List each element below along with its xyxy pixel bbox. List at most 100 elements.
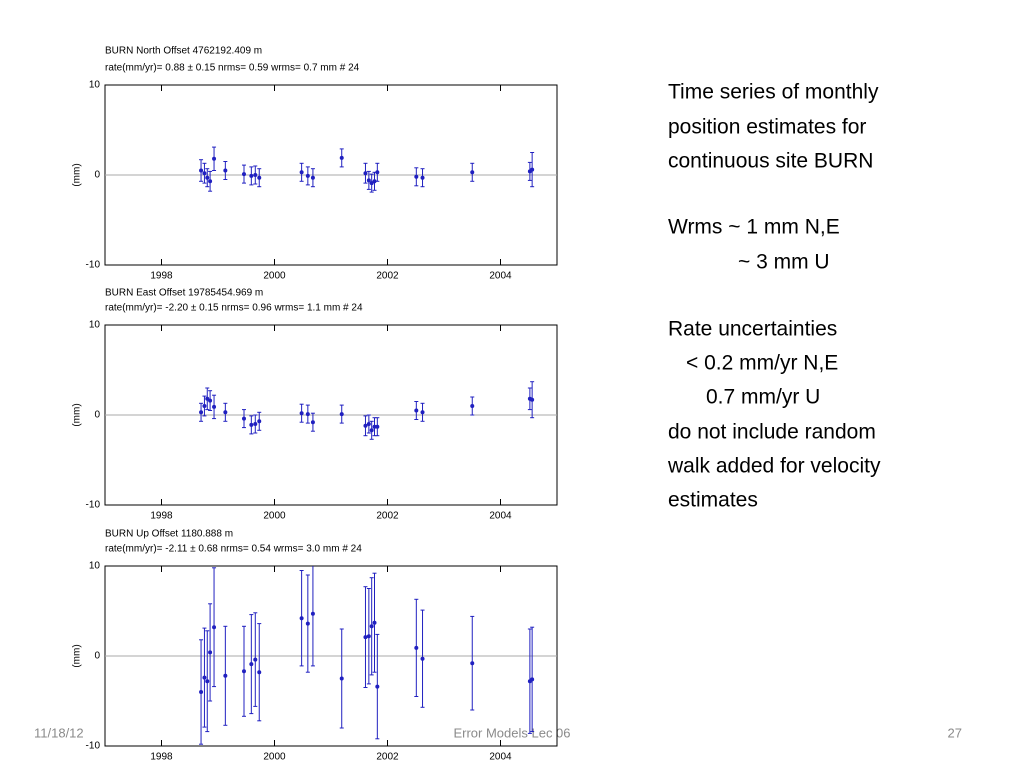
point — [310, 611, 315, 616]
point — [339, 412, 344, 417]
x-tick-label: 2000 — [263, 271, 286, 282]
slide-text: walk added for velocity — [667, 455, 881, 478]
point — [253, 173, 258, 177]
chart-title: BURN Up Offset 1180.888 m — [105, 529, 233, 540]
slide-text: 0.7 mm/yr U — [706, 386, 820, 409]
footer-title: Error Models Lec 06 — [453, 725, 570, 740]
point — [199, 410, 204, 415]
point — [530, 167, 535, 172]
point — [414, 645, 419, 650]
point — [369, 428, 374, 433]
x-tick-label: 2002 — [376, 752, 399, 763]
slide-text: continuous site BURN — [668, 150, 873, 173]
y-tick-label: -10 — [86, 741, 101, 752]
point — [375, 684, 380, 689]
point — [375, 170, 380, 175]
y-axis-label: (mm) — [72, 644, 83, 667]
point — [202, 404, 207, 408]
point — [470, 661, 475, 666]
point — [208, 179, 213, 184]
point — [366, 634, 371, 639]
point — [212, 625, 217, 630]
footer-date: 11/18/12 — [34, 725, 84, 740]
point — [212, 404, 217, 409]
point — [299, 616, 304, 621]
point — [470, 404, 475, 408]
point — [310, 420, 315, 425]
point — [372, 620, 377, 625]
point — [363, 635, 368, 640]
point — [257, 419, 262, 424]
point — [241, 669, 246, 674]
point — [420, 656, 425, 661]
slide-text: position estimates for — [668, 116, 866, 139]
point — [241, 416, 246, 421]
x-tick-label: 1998 — [150, 752, 173, 763]
point — [530, 397, 535, 402]
chart-title: BURN North Offset 4762192.409 m — [105, 46, 262, 57]
y-axis-label: (mm) — [72, 403, 83, 426]
point — [366, 178, 371, 183]
point — [208, 398, 213, 403]
x-tick-label: 1998 — [150, 511, 173, 522]
point — [299, 170, 304, 175]
point — [299, 411, 304, 416]
point — [257, 175, 262, 180]
slide-text: ~ 3 mm U — [738, 251, 830, 274]
point — [363, 171, 368, 176]
y-tick-label: 10 — [89, 561, 101, 572]
point — [363, 423, 368, 428]
point — [530, 677, 535, 682]
y-tick-label: 10 — [89, 320, 101, 331]
x-tick-label: 2002 — [376, 511, 399, 522]
point — [420, 410, 425, 415]
point — [372, 424, 377, 429]
point — [414, 174, 419, 179]
chart-subtitle: rate(mm/yr)= -2.20 ± 0.15 nrms= 0.96 wrm… — [105, 303, 363, 314]
y-tick-label: 10 — [89, 80, 101, 91]
point — [372, 179, 377, 184]
y-tick-label: 0 — [94, 170, 100, 181]
point — [208, 650, 213, 655]
point — [199, 690, 204, 694]
x-tick-label: 2004 — [489, 511, 512, 522]
point — [305, 621, 310, 626]
point — [253, 422, 258, 426]
point — [199, 168, 204, 173]
x-tick-label: 1998 — [150, 271, 173, 282]
point — [339, 676, 344, 681]
x-tick-label: 2000 — [263, 752, 286, 763]
point — [241, 172, 246, 177]
slide-text: Rate uncertainties — [668, 318, 837, 341]
point — [249, 173, 254, 178]
point — [305, 173, 310, 178]
slide-text: < 0.2 mm/yr N,E — [686, 352, 838, 375]
chart-subtitle: rate(mm/yr)= -2.11 ± 0.68 nrms= 0.54 wrm… — [105, 544, 362, 555]
point — [249, 422, 254, 427]
point — [257, 670, 262, 675]
point — [375, 424, 380, 429]
point — [366, 422, 371, 426]
point — [420, 175, 425, 180]
chart-subtitle: rate(mm/yr)= 0.88 ± 0.15 nrms= 0.59 wrms… — [105, 63, 360, 74]
slide-text: Time series of monthly — [668, 81, 879, 104]
point — [223, 673, 228, 678]
point — [369, 624, 374, 629]
chart-title: BURN East Offset 19785454.969 m — [105, 288, 263, 299]
x-tick-label: 2002 — [376, 271, 399, 282]
y-tick-label: 0 — [94, 651, 100, 662]
slide-text: do not include random — [668, 421, 876, 444]
point — [202, 171, 207, 176]
point — [310, 175, 315, 180]
point — [205, 175, 210, 180]
slide-text: estimates — [668, 489, 758, 512]
point — [470, 170, 475, 175]
point — [212, 156, 217, 161]
point — [305, 412, 310, 417]
point — [202, 675, 207, 680]
y-tick-label: 0 — [94, 410, 100, 421]
point — [339, 155, 344, 160]
y-tick-label: -10 — [86, 500, 101, 511]
